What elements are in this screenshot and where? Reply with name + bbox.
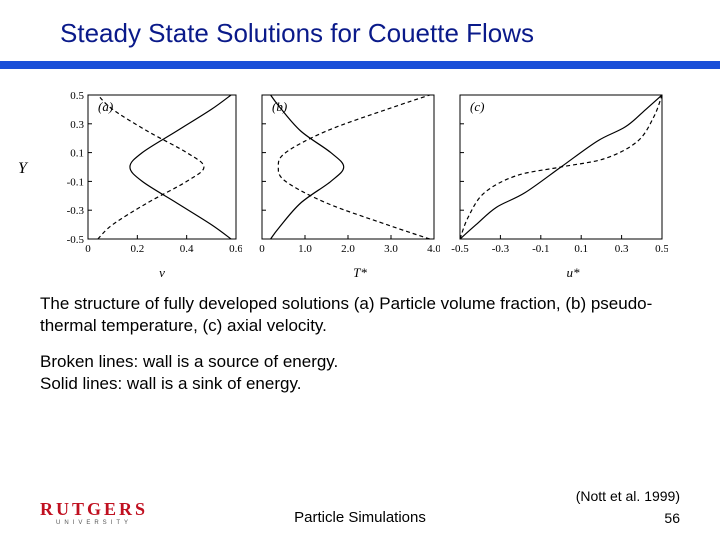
charts-row: 0 0.2 0.4 0.6 -0.5 -0.3 -0.1 0.1 0.3 0.5 (a) 0 1.0 2… — [0, 69, 720, 265]
legend-line-1: Broken lines: wall is a source of energy… — [40, 352, 338, 371]
svg-text:0.1: 0.1 — [574, 243, 588, 255]
svg-text:0.5: 0.5 — [70, 90, 84, 102]
xlabel-b: T* — [265, 265, 455, 281]
caption-paragraph: The structure of fully developed solutio… — [40, 293, 680, 337]
footer-right: (Nott et al. 1999) 56 — [576, 488, 680, 526]
page-number: 56 — [576, 510, 680, 526]
svg-text:-0.5: -0.5 — [451, 243, 469, 255]
svg-text:-0.3: -0.3 — [67, 205, 85, 217]
chart-panel-a: 0 0.2 0.4 0.6 -0.5 -0.3 -0.1 0.1 0.3 0.5 (a) — [52, 89, 242, 261]
svg-text:0.3: 0.3 — [70, 119, 84, 131]
rutgers-logo: RUTGERS — [40, 499, 148, 520]
svg-text:0.4: 0.4 — [180, 243, 194, 255]
y-axis-label: Y — [18, 160, 27, 178]
svg-text:2.0: 2.0 — [341, 243, 355, 255]
svg-text:-0.1: -0.1 — [67, 176, 84, 188]
svg-text:(a): (a) — [98, 99, 113, 114]
rutgers-logo-sub: UNIVERSITY — [40, 520, 148, 526]
svg-text:-0.3: -0.3 — [492, 243, 510, 255]
svg-text:(c): (c) — [470, 99, 484, 114]
legend-paragraph: Broken lines: wall is a source of energy… — [40, 351, 680, 395]
svg-text:0.1: 0.1 — [70, 148, 84, 160]
xlabel-a: ν — [67, 265, 257, 281]
footer-center-text: Particle Simulations — [294, 509, 426, 526]
svg-text:3.0: 3.0 — [384, 243, 398, 255]
svg-text:-0.1: -0.1 — [532, 243, 549, 255]
logo-block: RUTGERS UNIVERSITY — [40, 499, 148, 526]
title-rule — [0, 61, 720, 69]
chart-panel-c: -0.5 -0.3 -0.1 0.1 0.3 0.5 (c) — [448, 89, 668, 261]
xlabel-c: u* — [463, 265, 683, 281]
legend-line-2: Solid lines: wall is a sink of energy. — [40, 374, 301, 393]
svg-text:4.0: 4.0 — [427, 243, 440, 255]
svg-text:0: 0 — [259, 243, 265, 255]
svg-text:0.6: 0.6 — [229, 243, 242, 255]
chart-panel-b: 01.02.03.04.0(b) — [250, 89, 440, 261]
svg-text:0.5: 0.5 — [655, 243, 668, 255]
svg-text:0: 0 — [85, 243, 91, 255]
svg-text:1.0: 1.0 — [298, 243, 312, 255]
svg-text:-0.5: -0.5 — [67, 234, 85, 246]
svg-text:0.3: 0.3 — [615, 243, 629, 255]
citation: (Nott et al. 1999) — [576, 488, 680, 504]
footer: RUTGERS UNIVERSITY Particle Simulations … — [0, 488, 720, 526]
body-text: The structure of fully developed solutio… — [0, 281, 720, 395]
slide-title: Steady State Solutions for Couette Flows — [60, 18, 680, 49]
svg-text:0.2: 0.2 — [130, 243, 144, 255]
